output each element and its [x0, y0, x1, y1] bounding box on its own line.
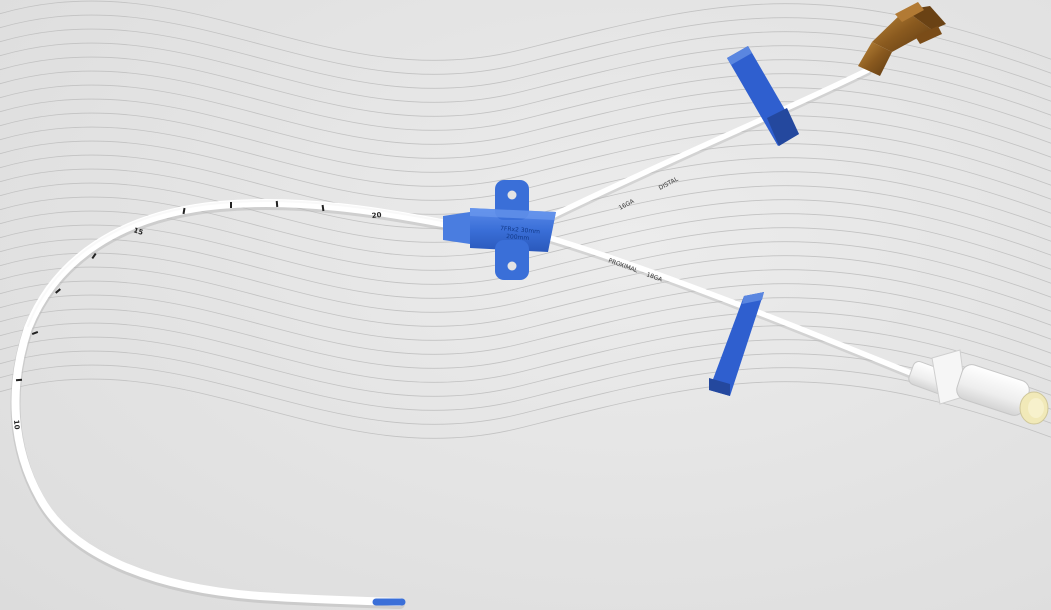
wave-line	[0, 350, 1051, 411]
wave-line	[0, 14, 1051, 75]
wave-line	[0, 126, 1051, 187]
wave-line	[0, 322, 1051, 383]
wave-line	[0, 42, 1051, 103]
lower-slide-clamp	[709, 292, 764, 396]
tube-depth-marks	[15, 200, 325, 382]
wave-line	[0, 308, 1051, 369]
tube-mark-20: 20	[371, 211, 382, 220]
wave-line	[0, 378, 1051, 439]
amber-luer-connector	[858, 2, 946, 76]
wave-line	[0, 252, 1051, 313]
upper-slide-clamp	[727, 46, 799, 146]
wave-line	[0, 70, 1051, 131]
wave-line	[0, 280, 1051, 341]
wave-line	[0, 336, 1051, 397]
wave-line	[0, 266, 1051, 327]
wave-line	[0, 28, 1051, 89]
proximal-extension-line	[546, 235, 922, 382]
junction-hub	[443, 180, 556, 280]
hub-size-label: 7FRx2 30mm	[500, 225, 541, 235]
hub-length-label: 200mm	[506, 233, 530, 242]
catheter-tube	[10, 199, 452, 609]
wave-line	[0, 112, 1051, 173]
wave-line	[0, 238, 1051, 299]
wave-line	[0, 294, 1051, 355]
tube-mark-15: 15	[132, 226, 144, 237]
distal-gauge-label: 16GA	[618, 197, 637, 211]
tube-mark-10: 10	[12, 419, 21, 430]
wave-line	[0, 84, 1051, 145]
wave-line	[0, 364, 1051, 425]
wave-line	[0, 0, 1051, 61]
distal-extension-line	[546, 67, 872, 223]
wave-line	[0, 56, 1051, 117]
clear-needleless-connector	[908, 349, 1049, 425]
distal-label: DISTAL	[658, 175, 680, 191]
wave-line	[0, 98, 1051, 159]
